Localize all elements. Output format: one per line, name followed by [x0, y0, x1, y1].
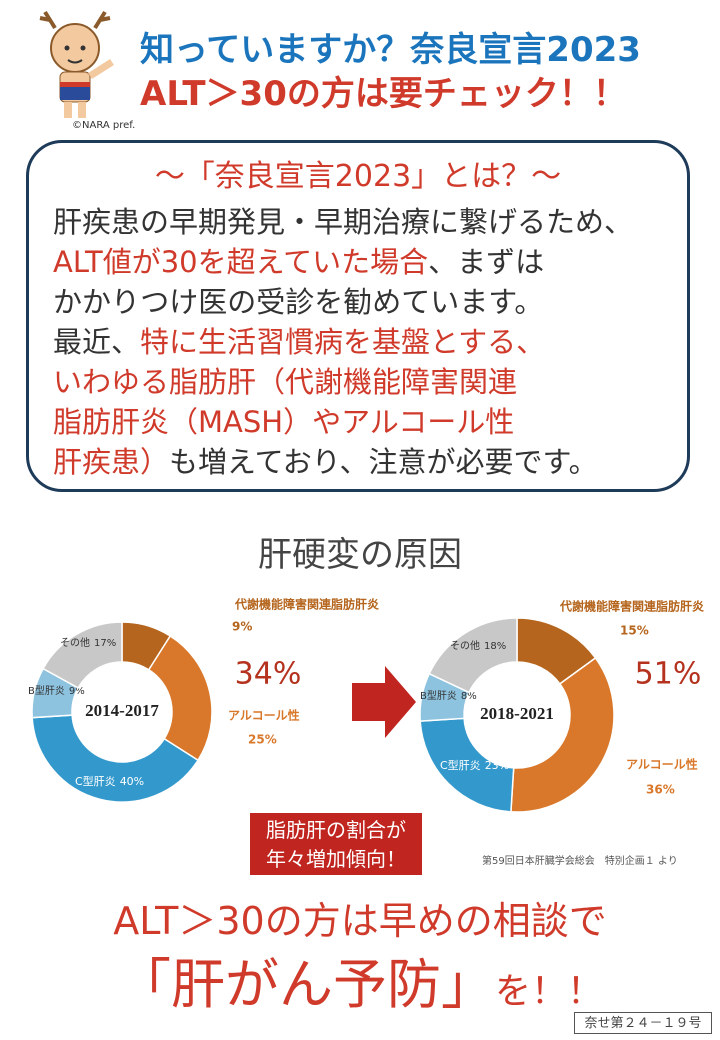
section-title: 肝硬変の原因: [258, 535, 462, 575]
text-segment: 脂肪肝炎（MASH）やアルコール性: [53, 405, 515, 439]
slice-label: C型肝炎 40%: [75, 774, 144, 788]
code: 奈せ第２４－１９号: [574, 1012, 712, 1034]
slice-category: C型肝炎: [75, 774, 116, 788]
text-segment: 、まずは: [428, 245, 545, 279]
slice-category: その他: [450, 639, 480, 652]
slice-value: 9%: [232, 620, 252, 634]
text-segment: 肝疾患の早期発見・早期治療に繋げるため、: [53, 205, 634, 239]
credit: ©NARA pref.: [72, 120, 136, 131]
callout: 脂肪肝の割合が 年々増加傾向！: [250, 813, 422, 875]
text-segment: 最近、: [53, 325, 141, 359]
text-segment: 肝疾患）: [53, 445, 170, 479]
mascot: [39, 10, 114, 118]
source: 第59回日本肝臓学会総会 特別企画１ より: [482, 856, 678, 867]
arrow: [352, 666, 416, 738]
footer-tail: を！！: [494, 971, 603, 1012]
slice-category: B型肝炎: [28, 684, 65, 697]
box-line: 脂肪肝炎（MASH）やアルコール性: [53, 399, 514, 441]
slice-category: B型肝炎: [420, 689, 457, 702]
slice-category: アルコール性: [228, 708, 300, 723]
slice-category: アルコール性: [626, 757, 698, 772]
slice-value: 8%: [461, 691, 477, 702]
box-line: かかりつけ医の受診を勧めています。: [53, 279, 543, 321]
text-segment: も増えており、注意が必要です。: [169, 445, 598, 479]
slice-label: その他 18%: [450, 639, 506, 652]
donut-slice: [31, 714, 200, 803]
box-line: 肝疾患）も増えており、注意が必要です。: [53, 439, 598, 481]
highlight-label: 51%: [635, 657, 702, 692]
box-line: いわゆる脂肪肝（代謝機能障害関連: [53, 359, 517, 401]
footer-line-2: 「肝がん予防」を！！: [0, 940, 720, 1019]
slice-value: 40%: [120, 775, 144, 788]
footer-line-1: ALT＞30の方は早めの相談で: [113, 899, 607, 943]
slice-category: 代謝機能障害関連脂肪肝炎: [234, 597, 379, 612]
text-segment: かかりつけ医の受診を勧めています。: [53, 285, 544, 319]
title-line-2: ALT＞30の方は要チェック！！: [140, 74, 627, 114]
callout-line: 脂肪肝の割合が: [266, 818, 406, 842]
slice-label: その他 17%: [60, 636, 116, 649]
center-label: 2014-2017: [85, 701, 159, 720]
text-segment: いわゆる脂肪肝（代謝機能障害関連: [53, 365, 518, 399]
highlight-label: 34%: [235, 657, 302, 692]
box-line: 最近、特に生活習慣病を基盤とする、: [53, 319, 545, 361]
info-box: ～「奈良宣言2023」とは？～ 肝疾患の早期発見・早期治療に繋げるため、 ALT値…: [26, 140, 690, 492]
slice-value: 9%: [69, 686, 85, 697]
title-line-1: 知っていますか？奈良宣言2023: [140, 30, 641, 70]
slice-category: 代謝機能障害関連脂肪肝炎: [559, 599, 704, 614]
text-segment: 特に生活習慣病を基盤とする、: [140, 325, 546, 359]
donut-slice: [42, 621, 123, 689]
slice-value: 25%: [248, 733, 277, 747]
box-line: 肝疾患の早期発見・早期治療に繋げるため、: [53, 199, 633, 241]
text-segment: ALT値が30を超えていた場合: [53, 245, 429, 279]
slice-label: B型肝炎 8%: [420, 689, 477, 702]
slice-value: 18%: [484, 641, 506, 652]
slice-label: C型肝炎 23%: [440, 758, 509, 772]
slice-value: 17%: [94, 638, 116, 649]
box-heading: ～「奈良宣言2023」とは？～: [154, 159, 562, 194]
slice-category: その他: [60, 636, 90, 649]
slice-value: 15%: [620, 624, 649, 638]
center-label: 2018-2021: [480, 704, 554, 723]
slice-category: C型肝炎: [440, 758, 481, 772]
donut-slice: [510, 656, 615, 813]
donut-slice: [419, 717, 515, 813]
footer-main: 「肝がん予防」: [116, 953, 495, 1016]
donut-slice: [428, 617, 518, 694]
slice-value: 23%: [485, 759, 509, 772]
slice-label: B型肝炎 9%: [28, 684, 85, 697]
callout-line: 年々増加傾向！: [266, 847, 406, 871]
donut-slice: [147, 634, 213, 762]
box-line: ALT値が30を超えていた場合、まずは: [53, 239, 544, 281]
slice-value: 36%: [646, 783, 675, 797]
